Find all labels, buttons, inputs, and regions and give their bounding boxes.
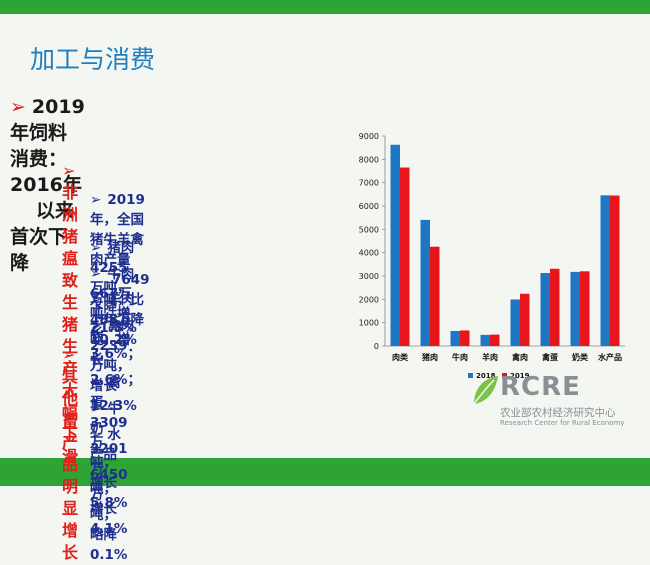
leaf-icon bbox=[473, 376, 498, 405]
bar-2018 bbox=[420, 219, 430, 346]
top-green-bar bbox=[0, 0, 650, 14]
arrow-icon: ➢ bbox=[90, 318, 102, 334]
bullet-l3-poultry: ➢ 禽肉2239万吨，增长12.3% bbox=[90, 318, 137, 414]
arrow-icon: ➢ bbox=[90, 192, 102, 208]
bar-2019 bbox=[460, 330, 470, 346]
bar-2018 bbox=[510, 299, 520, 346]
x-tick-label: 禽蛋 bbox=[541, 352, 558, 362]
bar-2018 bbox=[570, 271, 580, 346]
arrow-icon: ➢ bbox=[90, 401, 102, 417]
x-tick-label: 水产品 bbox=[597, 352, 622, 362]
y-tick-label: 3000 bbox=[359, 272, 379, 281]
x-tick-label: 牛肉 bbox=[452, 352, 468, 362]
y-tick-label: 1000 bbox=[359, 319, 379, 328]
arrow-icon: ➢ bbox=[90, 240, 102, 256]
bar-2019 bbox=[550, 268, 560, 346]
bar-2019 bbox=[490, 334, 500, 346]
bar-2018 bbox=[600, 195, 610, 346]
rcre-logo: RCRE 农业部农村经济研究中心 Research Center for Rur… bbox=[470, 372, 640, 432]
logo-english: Research Center for Rural Economy bbox=[500, 419, 625, 427]
bar-2018 bbox=[540, 273, 550, 346]
arrow-icon: ➢ bbox=[90, 427, 102, 443]
y-tick-label: 7000 bbox=[359, 179, 379, 188]
arrow-icon: ➢ bbox=[90, 266, 102, 282]
bullet-l1-feed: ➢ 2019年饲料消费：2016年 以来首次下降 bbox=[10, 96, 85, 274]
y-tick-label: 0 bbox=[374, 342, 379, 351]
bar-2019 bbox=[430, 246, 440, 346]
legend-swatch bbox=[468, 373, 473, 378]
bullet-l3-pork: ➢ 猪肉4255万吨，下降21.3% bbox=[90, 240, 137, 336]
bullet-l2-swine-fever: ➢非洲猪瘟致生猪生产大幅下滑 bbox=[62, 161, 79, 466]
y-tick-label: 4000 bbox=[359, 249, 379, 258]
bar-2018 bbox=[450, 330, 460, 346]
x-tick-label: 奶类 bbox=[572, 352, 588, 362]
y-tick-label: 2000 bbox=[359, 295, 379, 304]
x-tick-label: 肉类 bbox=[392, 352, 408, 362]
bottom-green-bar bbox=[0, 458, 650, 486]
bar-2019 bbox=[580, 271, 590, 346]
bar-2019 bbox=[520, 293, 530, 346]
logo-name: RCRE bbox=[500, 372, 581, 402]
bar-2018 bbox=[480, 334, 490, 346]
bullet-l3-mutton: ➢ 羊肉488万吨，增长2.6%； bbox=[90, 292, 141, 388]
arrow-icon: ➢ bbox=[90, 292, 102, 308]
y-tick-label: 6000 bbox=[359, 202, 379, 211]
y-tick-label: 8000 bbox=[359, 155, 379, 164]
y-tick-label: 9000 bbox=[359, 132, 379, 141]
y-tick-label: 5000 bbox=[359, 225, 379, 234]
logo-chinese: 农业部农村经济研究中心 bbox=[500, 407, 616, 419]
x-tick-label: 猪肉 bbox=[421, 352, 438, 362]
arrow-icon: ➢ bbox=[62, 161, 76, 180]
arrow-icon: ➢ bbox=[90, 375, 102, 391]
bullet-l3-meat-total: ➢ 2019年，全国猪牛羊禽肉产量 7649万吨，比上年下降10.2% bbox=[90, 192, 150, 348]
bar-2019 bbox=[400, 167, 410, 346]
legend-label: 2018 bbox=[476, 372, 496, 380]
x-tick-label: 羊肉 bbox=[482, 352, 498, 362]
bar-2019 bbox=[610, 195, 620, 346]
arrow-icon: ➢ bbox=[10, 96, 26, 118]
bar-chart: 0 1000 2000 3000 4000 5000 6000 7000 8000 9000 肉类 猪… bbox=[359, 132, 625, 380]
legend-label: 2019 bbox=[510, 372, 530, 380]
bar-2018 bbox=[390, 144, 400, 346]
slide-title: 加工与消费 bbox=[30, 45, 156, 74]
legend-swatch bbox=[502, 373, 507, 378]
arrow-icon: ➢ bbox=[62, 345, 76, 364]
x-tick-label: 禽肉 bbox=[511, 352, 528, 362]
bullet-l3-beef: ➢ 牛肉667万吨，增长3.6%； bbox=[90, 266, 141, 362]
